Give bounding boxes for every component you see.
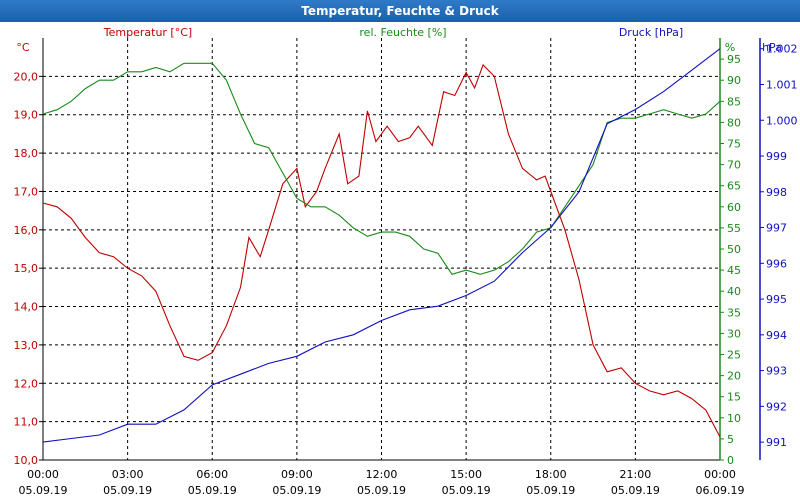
temperature-unit-label: °C (16, 41, 30, 54)
temperature-axis-label: Temperatur [°C] (103, 26, 192, 39)
chart-grid (43, 38, 720, 460)
temperature-tick-label: 16,0 (14, 224, 39, 237)
temperature-series-line (42, 63, 721, 438)
x-tick-date: 06.09.19 (696, 484, 745, 497)
chart-axes (39, 38, 764, 461)
x-tick-date: 05.09.19 (611, 484, 660, 497)
humidity-tick-label: 80 (727, 116, 741, 129)
x-tick-date: 05.09.19 (272, 484, 321, 497)
temperature-tick-label: 14,0 (14, 301, 39, 314)
pressure-tick-label: 999 (766, 150, 787, 163)
humidity-tick-label: 70 (727, 159, 741, 172)
x-tick-date: 05.09.19 (357, 484, 406, 497)
x-tick-time: 00:00 (27, 468, 59, 481)
x-tick-date: 05.09.19 (188, 484, 237, 497)
humidity-tick-label: 90 (727, 74, 741, 87)
humidity-tick-label: 95 (727, 53, 741, 66)
humidity-tick-label: 10 (727, 412, 741, 425)
humidity-tick-label: 85 (727, 95, 741, 108)
x-tick-date: 05.09.19 (19, 484, 68, 497)
temperature-tick-label: 13,0 (14, 339, 39, 352)
humidity-tick-label: 5 (727, 433, 734, 446)
pressure-tick-label: 1.001 (766, 78, 798, 91)
pressure-tick-label: 994 (766, 329, 787, 342)
pressure-tick-label: 993 (766, 365, 787, 378)
window-title: Temperatur, Feuchte & Druck (301, 4, 499, 18)
humidity-tick-label: 40 (727, 285, 741, 298)
pressure-tick-label: 992 (766, 400, 787, 413)
pressure-tick-label: 991 (766, 436, 787, 449)
temperature-tick-label: 19,0 (14, 109, 39, 122)
pressure-tick-label: 995 (766, 293, 787, 306)
humidity-tick-label: 55 (727, 222, 741, 235)
humidity-tick-label: 50 (727, 243, 741, 256)
humidity-axis-label: rel. Feuchte [%] (359, 26, 446, 39)
x-tick-date: 05.09.19 (103, 484, 152, 497)
x-tick-time: 12:00 (366, 468, 398, 481)
series-lines (42, 48, 721, 443)
humidity-tick-label: 25 (727, 349, 741, 362)
x-tick-date: 05.09.19 (442, 484, 491, 497)
temperature-tick-label: 11,0 (14, 416, 39, 429)
pressure-tick-label: 998 (766, 186, 787, 199)
humidity-unit-label: % (725, 41, 735, 54)
temperature-tick-label: 12,0 (14, 377, 39, 390)
x-tick-time: 21:00 (620, 468, 652, 481)
temperature-tick-label: 15,0 (14, 262, 39, 275)
humidity-tick-label: 45 (727, 264, 741, 277)
x-tick-date: 05.09.19 (526, 484, 575, 497)
pressure-axis-label: Druck [hPa] (619, 26, 683, 39)
x-tick-time: 09:00 (281, 468, 313, 481)
pressure-tick-label: 1.002 (766, 43, 798, 56)
humidity-tick-label: 75 (727, 138, 741, 151)
pressure-tick-label: 997 (766, 222, 787, 235)
humidity-tick-label: 20 (727, 370, 741, 383)
pressure-tick-label: 996 (766, 257, 787, 270)
pressure-series-line (42, 48, 721, 443)
window-title-bar: Temperatur, Feuchte & Druck (0, 0, 800, 22)
humidity-series-line (42, 62, 721, 275)
humidity-tick-label: 0 (727, 454, 734, 467)
humidity-tick-label: 30 (727, 327, 741, 340)
temperature-tick-label: 18,0 (14, 147, 39, 160)
pressure-tick-label: 1.000 (766, 114, 798, 127)
temperature-tick-label: 10,0 (14, 454, 39, 467)
tick-labels: 00:00 05.09.19 03:00 05.09.19 06:00 05.09.19 0… (14, 43, 798, 497)
humidity-tick-label: 35 (727, 306, 741, 319)
temperature-tick-label: 17,0 (14, 185, 39, 198)
x-tick-time: 18:00 (535, 468, 567, 481)
x-tick-time: 03:00 (112, 468, 144, 481)
chart-svg: 00:00 05.09.19 03:00 05.09.19 06:00 05.09.19 0… (14, 26, 798, 497)
humidity-tick-label: 65 (727, 180, 741, 193)
x-tick-time: 00:00 (704, 468, 736, 481)
temperature-tick-label: 20,0 (14, 70, 39, 83)
humidity-tick-label: 60 (727, 201, 741, 214)
x-tick-time: 06:00 (196, 468, 228, 481)
pressure-unit-label: hPa (762, 41, 782, 54)
x-tick-time: 15:00 (450, 468, 482, 481)
humidity-tick-label: 15 (727, 391, 741, 404)
